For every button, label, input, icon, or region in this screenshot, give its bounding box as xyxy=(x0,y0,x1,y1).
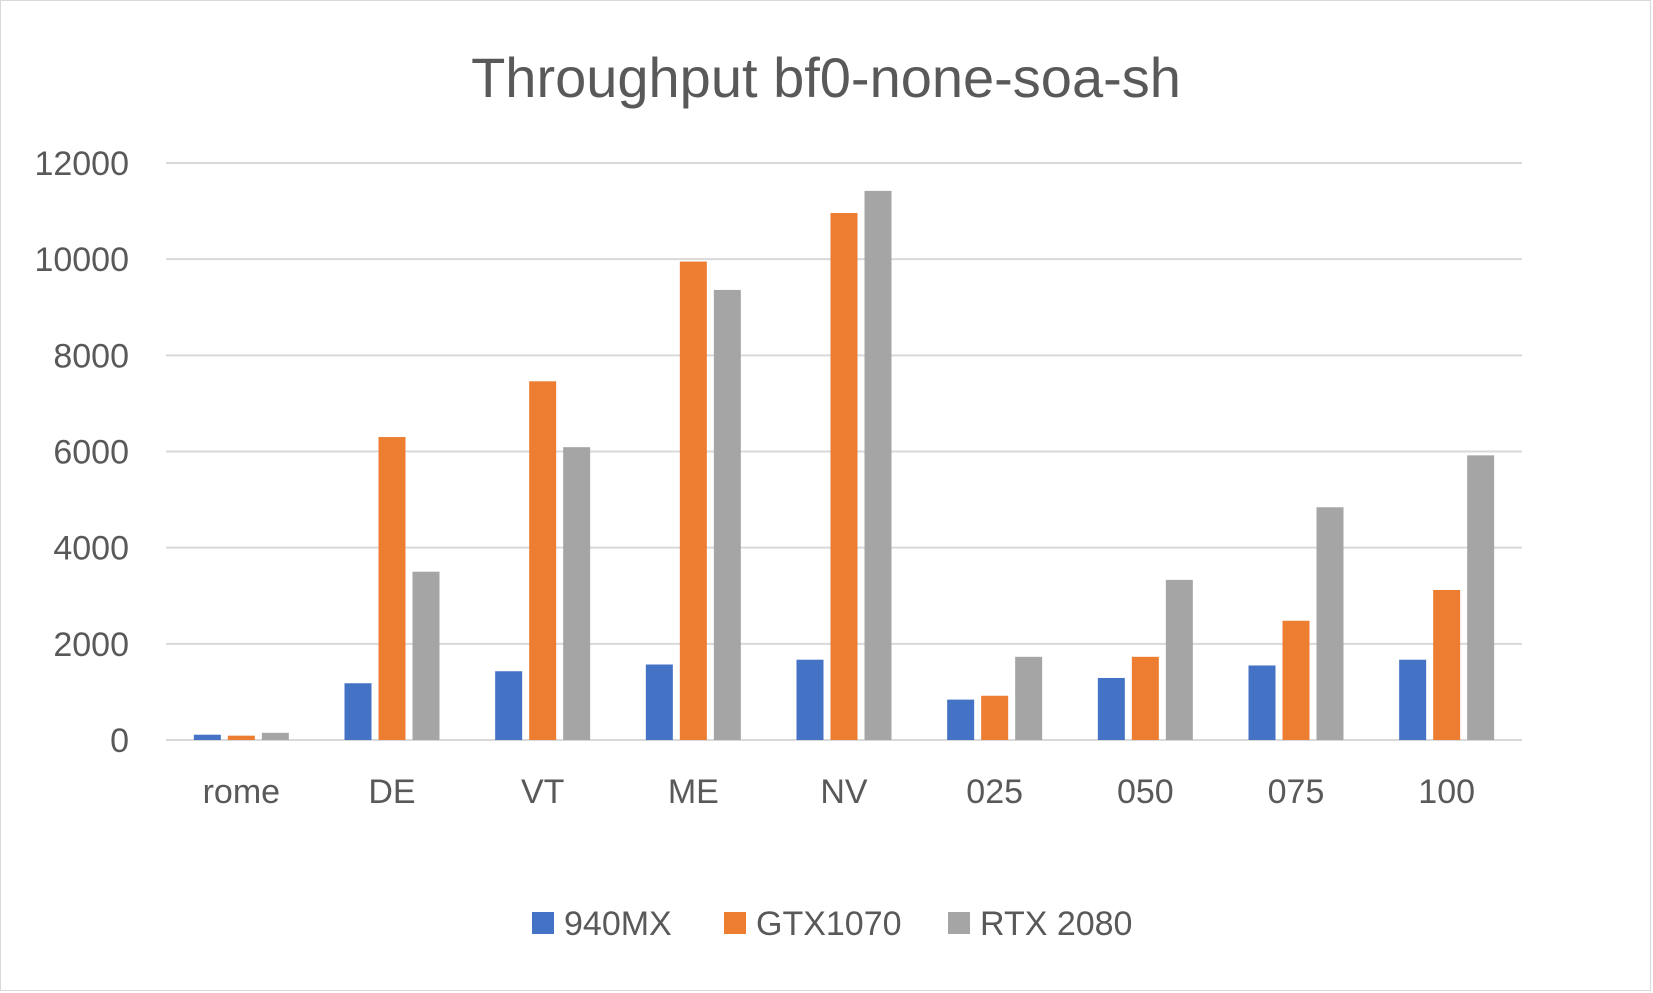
x-axis-ticks: rome DE VT ME NV 025 050 075 100 xyxy=(203,773,1475,811)
bar-rtx-2080-050 xyxy=(1165,579,1193,740)
x-tick-label: DE xyxy=(368,773,415,811)
bar-940mx-vt xyxy=(495,671,523,740)
y-tick-label: 12000 xyxy=(34,145,129,183)
x-tick-label: rome xyxy=(203,773,280,811)
x-tick-label: 075 xyxy=(1268,773,1325,811)
y-axis-ticks: 0 2000 4000 6000 8000 10000 12000 xyxy=(34,145,129,760)
bar-rtx-2080-de xyxy=(412,571,440,740)
x-tick-label: 050 xyxy=(1117,773,1174,811)
x-tick-label: NV xyxy=(820,773,868,811)
bars xyxy=(193,190,1495,741)
bar-gtx1070-050 xyxy=(1131,656,1159,740)
x-tick-label: 025 xyxy=(966,773,1023,811)
bar-940mx-025 xyxy=(947,699,975,740)
bar-940mx-me xyxy=(645,664,673,740)
bar-940mx-075 xyxy=(1248,665,1276,740)
y-tick-label: 4000 xyxy=(53,530,129,568)
bar-940mx-de xyxy=(344,683,372,740)
bar-940mx-100 xyxy=(1399,659,1427,740)
bar-rtx-2080-me xyxy=(713,289,741,740)
chart-title: Throughput bf0-none-soa-sh xyxy=(471,46,1181,109)
bar-gtx1070-100 xyxy=(1433,589,1461,740)
bar-gtx1070-rome xyxy=(227,735,255,740)
y-tick-label: 0 xyxy=(110,722,129,760)
x-tick-label: ME xyxy=(668,773,719,811)
legend: 940MX GTX1070 RTX 2080 xyxy=(532,905,1132,943)
bar-rtx-2080-075 xyxy=(1316,507,1344,740)
legend-swatch xyxy=(948,912,970,934)
bar-rtx-2080-025 xyxy=(1015,656,1043,740)
bar-rtx-2080-rome xyxy=(261,732,289,740)
legend-swatch xyxy=(532,912,554,934)
y-tick-label: 8000 xyxy=(53,337,129,375)
x-tick-label: VT xyxy=(521,773,564,811)
bar-gtx1070-075 xyxy=(1282,620,1310,740)
bar-940mx-rome xyxy=(193,734,221,740)
bar-940mx-nv xyxy=(796,659,824,740)
legend-swatch xyxy=(724,912,746,934)
bar-gtx1070-vt xyxy=(529,381,557,740)
legend-label: RTX 2080 xyxy=(980,905,1132,943)
x-tick-label: 100 xyxy=(1418,773,1475,811)
bar-rtx-2080-vt xyxy=(563,447,591,740)
bar-gtx1070-me xyxy=(679,261,707,740)
bar-940mx-050 xyxy=(1097,677,1125,740)
y-tick-label: 2000 xyxy=(53,626,129,664)
bar-gtx1070-nv xyxy=(830,213,858,741)
bar-rtx-2080-nv xyxy=(864,190,892,741)
bar-gtx1070-de xyxy=(378,437,406,740)
bar-gtx1070-025 xyxy=(981,695,1009,740)
legend-label: 940MX xyxy=(564,905,672,943)
y-tick-label: 10000 xyxy=(34,241,129,279)
y-tick-label: 6000 xyxy=(53,434,129,472)
legend-label: GTX1070 xyxy=(756,905,902,943)
bar-rtx-2080-100 xyxy=(1467,455,1495,740)
